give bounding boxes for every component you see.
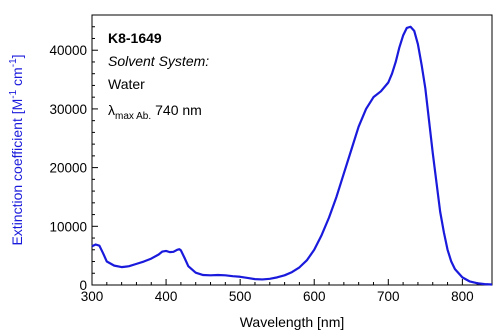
- x-tick-label: 700: [377, 289, 400, 304]
- y-axis-label-end: ]: [9, 54, 25, 58]
- plot-frame: [91, 14, 493, 286]
- x-tick-label: 300: [81, 289, 104, 304]
- y-axis-label-mid: cm: [9, 67, 25, 90]
- x-tick-label: 800: [451, 289, 474, 304]
- x-tick-label: 600: [303, 289, 326, 304]
- y-axis-label: Extinction coefficient [M-1 cm-1]: [8, 54, 25, 245]
- solvent-system-label: Solvent System:: [108, 53, 209, 69]
- y-axis-label-sup2: -1: [8, 58, 19, 67]
- y-axis-label-sup1: -1: [8, 89, 19, 98]
- lambda-subscript: max Ab.: [115, 111, 151, 122]
- lambda-symbol: λ: [108, 102, 115, 118]
- y-tick-label: 10000: [49, 219, 87, 234]
- x-tick-label: 400: [155, 289, 178, 304]
- tick-labels: 300 400 500 600 700 800 0 10000 20000 30000 40000: [49, 43, 473, 304]
- y-tick-label: 30000: [49, 102, 87, 117]
- y-tick-label: 0: [79, 278, 87, 293]
- spectrum-line: [91, 25, 493, 286]
- x-axis-label: Wavelength [nm]: [240, 314, 345, 330]
- axis-ticks: [91, 26, 493, 286]
- annotation-block: K8-1649 Solvent System: Water λmax Ab. 74…: [108, 30, 209, 122]
- y-axis-label-base: Extinction coefficient [M: [9, 99, 25, 246]
- compound-name: K8-1649: [108, 30, 162, 46]
- y-tick-label: 20000: [49, 161, 87, 176]
- solvent-name: Water: [108, 76, 145, 92]
- x-tick-label: 500: [229, 289, 252, 304]
- lambda-max: λmax Ab. 740 nm: [108, 102, 202, 122]
- lambda-value: 740 nm: [155, 102, 202, 118]
- y-tick-label: 40000: [49, 43, 87, 58]
